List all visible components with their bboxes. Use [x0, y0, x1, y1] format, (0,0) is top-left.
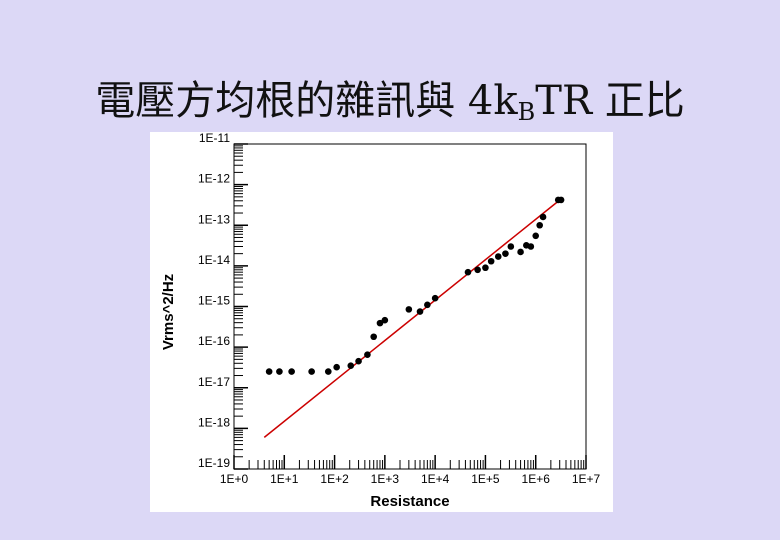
- data-point: [431, 294, 439, 302]
- y-tick-label: 1E-13: [198, 212, 230, 226]
- data-point: [276, 368, 283, 375]
- data-point: [355, 357, 362, 365]
- y-tick-label: 1E-14: [198, 253, 230, 267]
- noise-chart: 1E-11 1E-12 1E-13 1E-14 1E-15 1E-16 1E-17 1E-18…: [160, 132, 601, 510]
- data-point: [364, 351, 371, 359]
- data-point: [288, 368, 295, 375]
- data-point: [333, 363, 340, 371]
- data-point: [370, 333, 378, 341]
- title-subscript: B: [517, 98, 536, 126]
- title-suffix: TR 正比: [535, 78, 685, 124]
- x-tick-label: 1E+2: [320, 472, 349, 486]
- data-point: [507, 243, 515, 250]
- data-point: [376, 319, 384, 327]
- data-point: [517, 248, 524, 256]
- fit-line: [263, 200, 559, 438]
- y-tick-label: 1E-19: [198, 456, 230, 470]
- x-tick-label: 1E+6: [522, 472, 551, 486]
- data-point: [539, 213, 547, 221]
- data-point: [347, 362, 355, 369]
- x-axis: 1E+0 1E+1 1E+2 1E+3 1E+4 1E+5 1E+6 1E+7: [220, 455, 601, 486]
- title-prefix: 電壓方均根的雜訊與 4k: [95, 78, 518, 124]
- fit-line-group: [263, 200, 559, 438]
- y-tick-label: 1E-12: [198, 172, 230, 186]
- x-tick-label: 1E+0: [220, 472, 249, 486]
- data-point: [482, 264, 489, 272]
- y-tick-label: 1E-16: [198, 334, 230, 348]
- data-point: [536, 221, 543, 229]
- x-axis-title: Resistance: [370, 493, 449, 510]
- data-point: [502, 250, 509, 257]
- x-tick-label: 1E+4: [421, 472, 450, 486]
- slide-title: 電壓方均根的雜訊與 4kBTR 正比: [0, 68, 780, 126]
- data-point: [474, 266, 481, 274]
- data-point: [405, 306, 413, 313]
- data-point: [527, 243, 535, 250]
- x-tick-label: 1E+1: [270, 472, 299, 486]
- y-tick-label: 1E-15: [198, 294, 230, 308]
- data-point: [557, 196, 565, 204]
- data-point: [308, 368, 315, 375]
- data-points: [265, 196, 565, 375]
- data-point: [532, 232, 540, 240]
- y-tick-label: 1E-17: [198, 375, 230, 389]
- data-point: [464, 268, 472, 276]
- data-point: [494, 253, 502, 260]
- y-axis: 1E-11 1E-12 1E-13 1E-14 1E-15 1E-16 1E-17 1E-18…: [198, 132, 248, 470]
- data-point: [487, 257, 495, 265]
- y-tick-label: 1E-18: [198, 415, 230, 429]
- x-tick-label: 1E+3: [371, 472, 400, 486]
- chart-panel: 1E-11 1E-12 1E-13 1E-14 1E-15 1E-16 1E-17 1E-18…: [150, 132, 613, 512]
- x-tick-label: 1E+5: [471, 472, 500, 486]
- data-point: [424, 301, 431, 309]
- y-axis-title: Vrms^2/Hz: [160, 274, 177, 350]
- data-point: [265, 368, 273, 375]
- y-tick-label: 1E-11: [199, 132, 230, 145]
- data-point: [381, 316, 389, 324]
- data-point: [324, 368, 332, 375]
- data-point: [416, 308, 424, 315]
- x-tick-label: 1E+7: [572, 472, 601, 486]
